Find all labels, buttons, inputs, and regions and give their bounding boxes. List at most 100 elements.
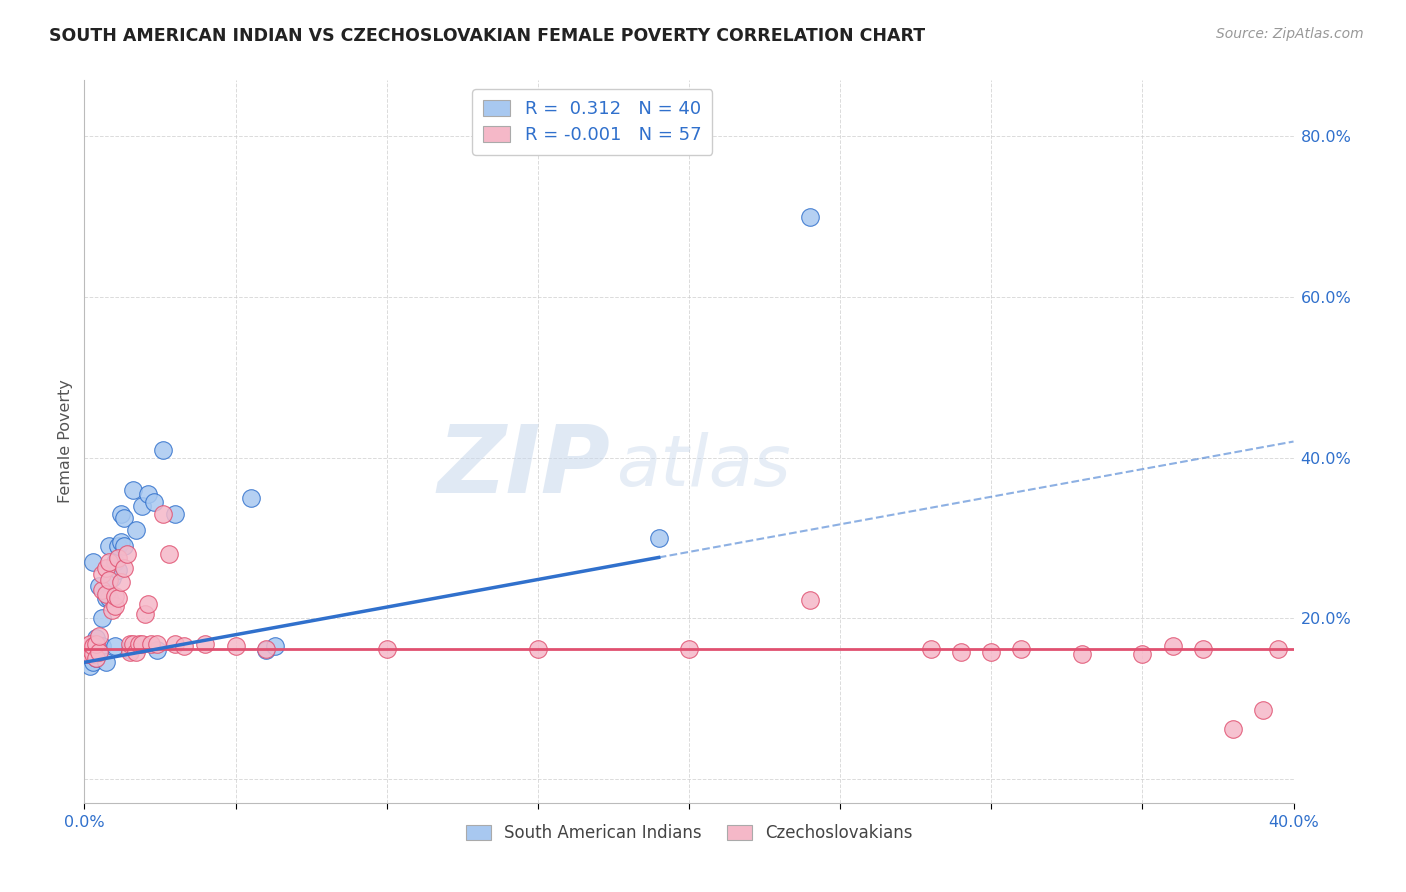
Point (121, 637, 143, 651)
Point (76, 643, 98, 657)
Point (97, 591, 120, 605)
Point (104, 555, 127, 569)
Point (94, 655, 117, 669)
Point (527, 641, 550, 656)
Point (112, 539, 135, 553)
Point (139, 637, 162, 651)
Point (254, 641, 277, 656)
Point (136, 487, 159, 501)
Point (89, 645, 111, 659)
Point (920, 641, 942, 656)
Point (146, 637, 169, 651)
Point (239, 491, 262, 505)
Point (1267, 641, 1289, 656)
Point (82, 648, 104, 662)
Point (86, 637, 108, 651)
Point (107, 563, 129, 577)
Point (118, 637, 141, 651)
Point (1222, 722, 1244, 736)
Point (82, 555, 104, 569)
Point (263, 639, 285, 653)
Point (799, 210, 821, 224)
Point (194, 637, 217, 651)
Point (110, 574, 132, 589)
Point (165, 637, 187, 651)
Point (152, 507, 174, 521)
Point (648, 531, 671, 545)
Point (799, 593, 821, 607)
Point (131, 499, 153, 513)
Point (100, 571, 122, 585)
Point (91, 639, 114, 653)
Point (97, 573, 120, 587)
Point (94, 561, 117, 575)
Point (121, 483, 143, 497)
Point (1161, 639, 1184, 653)
Point (375, 641, 398, 656)
Point (110, 507, 132, 521)
Point (104, 639, 127, 653)
Point (76, 648, 98, 662)
Point (950, 645, 973, 659)
Point (94, 587, 117, 601)
Point (115, 547, 138, 561)
Point (82, 639, 104, 653)
Point (91, 567, 114, 582)
Point (131, 637, 153, 651)
Point (91, 583, 114, 598)
Point (112, 510, 135, 524)
Point (134, 607, 156, 621)
Point (125, 645, 148, 659)
Point (79, 639, 101, 653)
Point (79, 637, 101, 651)
Point (89, 643, 111, 657)
Text: Source: ZipAtlas.com: Source: ZipAtlas.com (1216, 27, 1364, 41)
Point (79, 659, 101, 673)
Point (76, 648, 98, 662)
Legend: South American Indians, Czechoslovakians: South American Indians, Czechoslovakians (458, 817, 920, 848)
Point (76, 639, 98, 653)
Point (678, 641, 700, 656)
Point (107, 550, 129, 566)
Y-axis label: Female Poverty: Female Poverty (58, 380, 73, 503)
Point (107, 539, 129, 553)
Point (86, 632, 108, 646)
Point (146, 643, 169, 657)
Point (254, 643, 277, 657)
Point (152, 442, 174, 457)
Point (157, 547, 180, 561)
Point (1071, 648, 1094, 662)
Point (118, 643, 141, 657)
Point (86, 651, 108, 665)
Text: SOUTH AMERICAN INDIAN VS CZECHOSLOVAKIAN FEMALE POVERTY CORRELATION CHART: SOUTH AMERICAN INDIAN VS CZECHOSLOVAKIAN… (49, 27, 925, 45)
Point (89, 629, 111, 643)
Point (118, 645, 141, 659)
Point (89, 579, 111, 593)
Point (1011, 641, 1033, 656)
Point (112, 561, 135, 575)
Text: ZIP: ZIP (437, 421, 610, 513)
Point (225, 639, 247, 653)
Point (107, 591, 129, 605)
Point (165, 507, 187, 521)
Point (82, 648, 104, 662)
Point (82, 655, 104, 669)
Point (110, 534, 132, 549)
Point (1130, 648, 1153, 662)
Point (104, 599, 127, 614)
Point (79, 641, 101, 656)
Point (173, 639, 195, 653)
Point (142, 494, 165, 508)
Point (104, 589, 127, 603)
Point (1253, 703, 1275, 717)
Point (79, 648, 101, 662)
Point (136, 597, 159, 611)
Point (94, 591, 117, 605)
Point (125, 523, 148, 537)
Point (980, 645, 1002, 659)
Point (86, 651, 108, 665)
Point (128, 637, 150, 651)
Point (1192, 641, 1215, 656)
Text: atlas: atlas (616, 433, 792, 501)
Point (91, 611, 114, 625)
